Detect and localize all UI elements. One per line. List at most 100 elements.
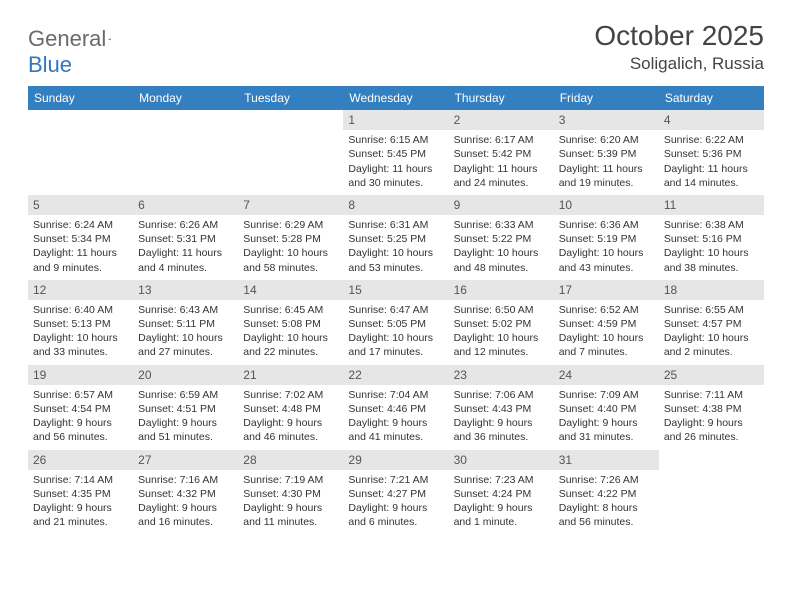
daylight-text: and 2 minutes. bbox=[664, 345, 759, 359]
day-number: 3 bbox=[554, 110, 659, 130]
sunset-text: Sunset: 4:24 PM bbox=[454, 487, 549, 501]
calendar-cell: 19Sunrise: 6:57 AMSunset: 4:54 PMDayligh… bbox=[28, 365, 133, 450]
daylight-text: Daylight: 11 hours bbox=[33, 246, 128, 260]
sunrise-text: Sunrise: 7:06 AM bbox=[454, 388, 549, 402]
daylight-text: Daylight: 10 hours bbox=[664, 331, 759, 345]
calendar-cell: 2Sunrise: 6:17 AMSunset: 5:42 PMDaylight… bbox=[449, 110, 554, 195]
day-number: 8 bbox=[343, 195, 448, 215]
sunset-text: Sunset: 5:16 PM bbox=[664, 232, 759, 246]
calendar-row: 19Sunrise: 6:57 AMSunset: 4:54 PMDayligh… bbox=[28, 365, 764, 450]
daylight-text: Daylight: 10 hours bbox=[348, 246, 443, 260]
sunrise-text: Sunrise: 6:43 AM bbox=[138, 303, 233, 317]
sunset-text: Sunset: 5:08 PM bbox=[243, 317, 338, 331]
daylight-text: and 31 minutes. bbox=[559, 430, 654, 444]
day-header: Friday bbox=[554, 86, 659, 110]
daylight-text: and 11 minutes. bbox=[243, 515, 338, 529]
logo-blue-wrap: Blue bbox=[28, 52, 72, 78]
daylight-text: Daylight: 11 hours bbox=[348, 162, 443, 176]
sunrise-text: Sunrise: 6:52 AM bbox=[559, 303, 654, 317]
sunrise-text: Sunrise: 7:09 AM bbox=[559, 388, 654, 402]
sunset-text: Sunset: 5:22 PM bbox=[454, 232, 549, 246]
daylight-text: Daylight: 10 hours bbox=[559, 246, 654, 260]
sunset-text: Sunset: 4:59 PM bbox=[559, 317, 654, 331]
daylight-text: Daylight: 10 hours bbox=[454, 331, 549, 345]
day-number: 9 bbox=[449, 195, 554, 215]
day-header: Sunday bbox=[28, 86, 133, 110]
day-number: 23 bbox=[449, 365, 554, 385]
daylight-text: and 58 minutes. bbox=[243, 261, 338, 275]
sunrise-text: Sunrise: 6:33 AM bbox=[454, 218, 549, 232]
sunset-text: Sunset: 5:05 PM bbox=[348, 317, 443, 331]
sunset-text: Sunset: 4:38 PM bbox=[664, 402, 759, 416]
day-number: 1 bbox=[343, 110, 448, 130]
daylight-text: Daylight: 9 hours bbox=[33, 416, 128, 430]
location: Soligalich, Russia bbox=[594, 54, 764, 74]
day-number: 28 bbox=[238, 450, 343, 470]
day-number: 21 bbox=[238, 365, 343, 385]
daylight-text: and 22 minutes. bbox=[243, 345, 338, 359]
calendar-cell: 18Sunrise: 6:55 AMSunset: 4:57 PMDayligh… bbox=[659, 280, 764, 365]
daylight-text: Daylight: 10 hours bbox=[33, 331, 128, 345]
daylight-text: and 4 minutes. bbox=[138, 261, 233, 275]
day-number: 29 bbox=[343, 450, 448, 470]
daylight-text: and 24 minutes. bbox=[454, 176, 549, 190]
daylight-text: Daylight: 9 hours bbox=[454, 416, 549, 430]
daylight-text: and 33 minutes. bbox=[33, 345, 128, 359]
calendar-header-row: SundayMondayTuesdayWednesdayThursdayFrid… bbox=[28, 86, 764, 110]
sunset-text: Sunset: 5:02 PM bbox=[454, 317, 549, 331]
day-number: 26 bbox=[28, 450, 133, 470]
daylight-text: and 41 minutes. bbox=[348, 430, 443, 444]
sunset-text: Sunset: 5:31 PM bbox=[138, 232, 233, 246]
daylight-text: Daylight: 9 hours bbox=[454, 501, 549, 515]
logo-text-blue: Blue bbox=[28, 52, 72, 77]
sunset-text: Sunset: 4:35 PM bbox=[33, 487, 128, 501]
daylight-text: and 17 minutes. bbox=[348, 345, 443, 359]
day-number: 7 bbox=[238, 195, 343, 215]
sunrise-text: Sunrise: 6:17 AM bbox=[454, 133, 549, 147]
calendar-cell: 4Sunrise: 6:22 AMSunset: 5:36 PMDaylight… bbox=[659, 110, 764, 195]
daylight-text: and 30 minutes. bbox=[348, 176, 443, 190]
daylight-text: and 38 minutes. bbox=[664, 261, 759, 275]
sunset-text: Sunset: 4:22 PM bbox=[559, 487, 654, 501]
calendar: SundayMondayTuesdayWednesdayThursdayFrid… bbox=[28, 86, 764, 534]
calendar-row: 1Sunrise: 6:15 AMSunset: 5:45 PMDaylight… bbox=[28, 110, 764, 195]
logo-triangle-icon bbox=[108, 31, 111, 47]
sunrise-text: Sunrise: 7:19 AM bbox=[243, 473, 338, 487]
sunset-text: Sunset: 4:27 PM bbox=[348, 487, 443, 501]
daylight-text: and 36 minutes. bbox=[454, 430, 549, 444]
sunrise-text: Sunrise: 6:29 AM bbox=[243, 218, 338, 232]
calendar-cell bbox=[659, 450, 764, 535]
daylight-text: Daylight: 11 hours bbox=[664, 162, 759, 176]
calendar-cell: 29Sunrise: 7:21 AMSunset: 4:27 PMDayligh… bbox=[343, 450, 448, 535]
sunrise-text: Sunrise: 7:04 AM bbox=[348, 388, 443, 402]
daylight-text: and 21 minutes. bbox=[33, 515, 128, 529]
calendar-cell: 28Sunrise: 7:19 AMSunset: 4:30 PMDayligh… bbox=[238, 450, 343, 535]
day-number: 30 bbox=[449, 450, 554, 470]
title-block: October 2025 Soligalich, Russia bbox=[594, 20, 764, 74]
daylight-text: and 19 minutes. bbox=[559, 176, 654, 190]
daylight-text: Daylight: 10 hours bbox=[559, 331, 654, 345]
daylight-text: Daylight: 11 hours bbox=[138, 246, 233, 260]
calendar-cell bbox=[238, 110, 343, 195]
day-header: Wednesday bbox=[343, 86, 448, 110]
sunrise-text: Sunrise: 7:11 AM bbox=[664, 388, 759, 402]
calendar-cell: 15Sunrise: 6:47 AMSunset: 5:05 PMDayligh… bbox=[343, 280, 448, 365]
sunset-text: Sunset: 5:13 PM bbox=[33, 317, 128, 331]
sunrise-text: Sunrise: 6:45 AM bbox=[243, 303, 338, 317]
calendar-cell: 11Sunrise: 6:38 AMSunset: 5:16 PMDayligh… bbox=[659, 195, 764, 280]
day-number: 27 bbox=[133, 450, 238, 470]
calendar-cell: 12Sunrise: 6:40 AMSunset: 5:13 PMDayligh… bbox=[28, 280, 133, 365]
sunrise-text: Sunrise: 6:59 AM bbox=[138, 388, 233, 402]
sunrise-text: Sunrise: 7:26 AM bbox=[559, 473, 654, 487]
sunrise-text: Sunrise: 7:14 AM bbox=[33, 473, 128, 487]
daylight-text: and 26 minutes. bbox=[664, 430, 759, 444]
sunset-text: Sunset: 4:46 PM bbox=[348, 402, 443, 416]
calendar-cell: 26Sunrise: 7:14 AMSunset: 4:35 PMDayligh… bbox=[28, 450, 133, 535]
daylight-text: and 56 minutes. bbox=[559, 515, 654, 529]
day-number: 4 bbox=[659, 110, 764, 130]
day-number: 19 bbox=[28, 365, 133, 385]
sunset-text: Sunset: 5:11 PM bbox=[138, 317, 233, 331]
sunrise-text: Sunrise: 6:31 AM bbox=[348, 218, 443, 232]
daylight-text: Daylight: 11 hours bbox=[559, 162, 654, 176]
sunrise-text: Sunrise: 6:26 AM bbox=[138, 218, 233, 232]
